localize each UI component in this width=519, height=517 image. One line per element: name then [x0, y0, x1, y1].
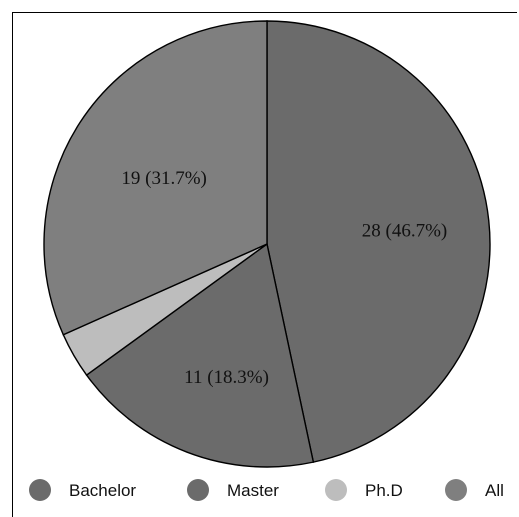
slice-label-bachelor: 28 (46.7%) [362, 221, 447, 242]
legend-marker-bachelor [29, 479, 51, 501]
legend-marker-master [187, 479, 209, 501]
pie-slice-bachelor [266, 20, 491, 463]
legend-label-ph-d: Ph.D [365, 481, 403, 500]
legend-label-all: All [485, 481, 504, 500]
slice-label-all: 19 (31.7%) [121, 168, 206, 189]
legend: Bachelor Master Ph.D All [29, 479, 504, 501]
legend-label-master: Master [227, 481, 279, 500]
legend-marker-all [445, 479, 467, 501]
legend-marker-ph-d [325, 479, 347, 501]
pie-slice-master [85, 242, 315, 468]
legend-label-bachelor: Bachelor [69, 481, 136, 500]
pie-slice-all [43, 20, 268, 336]
slice-label-master: 11 (18.3%) [184, 367, 269, 388]
